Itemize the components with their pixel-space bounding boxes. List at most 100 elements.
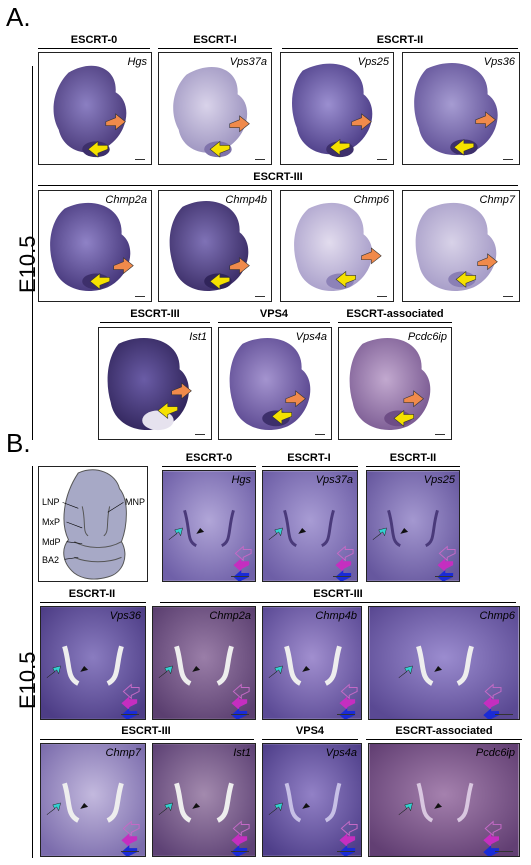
gene-label: Vps4a	[325, 747, 357, 759]
group-label: ESCRT-III	[313, 588, 363, 600]
panel-b-axis-line	[32, 466, 33, 858]
scale-bar	[195, 433, 205, 435]
scale-bar	[121, 713, 139, 715]
group-label: ESCRT-III	[253, 171, 303, 183]
gene-label: Chmp6	[353, 194, 389, 206]
group-underline	[38, 48, 150, 49]
embryo-image-chmp2a: Chmp2a	[38, 190, 152, 302]
face-image-hgs: Hgs	[162, 470, 256, 582]
group-label: ESCRT-associated	[346, 308, 444, 320]
group-underline	[282, 48, 518, 49]
gene-label: Pcdc6ip	[475, 747, 515, 759]
group-underline	[366, 466, 460, 467]
anatomy-label: BA2	[42, 555, 60, 565]
group-underline	[366, 739, 522, 740]
group-label: ESCRT-II	[389, 452, 437, 464]
group-underline	[162, 466, 256, 467]
face-image-vps37a: Vps37a	[262, 470, 358, 582]
gene-label: Chmp2a	[105, 194, 147, 206]
gene-label: Ist1	[233, 747, 251, 759]
face-image-chmp7: Chmp7	[40, 743, 146, 857]
embryo-image-hgs: Hgs	[38, 52, 152, 165]
scale-bar	[503, 295, 513, 297]
group-label: ESCRT-II	[68, 588, 116, 600]
gene-label: Vps4a	[295, 331, 327, 343]
group-label: ESCRT-III	[121, 725, 171, 737]
face-image-pcdc6ip: Pcdc6ip	[368, 743, 520, 857]
embryo-image-vps37a: Vps37a	[158, 52, 272, 165]
scale-bar	[231, 850, 249, 852]
scale-bar	[377, 295, 387, 297]
embryo-image-chmp6: Chmp6	[280, 190, 394, 302]
anatomy-label: MdP	[42, 537, 61, 547]
group-underline	[262, 466, 358, 467]
scale-bar	[337, 713, 355, 715]
group-underline	[40, 602, 146, 603]
gene-label: Chmp7	[105, 747, 141, 759]
face-image-chmp4b: Chmp4b	[262, 606, 362, 720]
group-label: ESCRT-I	[193, 34, 237, 46]
embryo-image-chmp4b: Chmp4b	[158, 190, 272, 302]
face-image-ist1: Ist1	[152, 743, 256, 857]
scale-bar	[231, 575, 249, 577]
gene-label: Vps36	[109, 610, 141, 622]
gene-label: Vps25	[357, 56, 389, 68]
scale-bar	[135, 295, 145, 297]
scale-bar	[435, 575, 453, 577]
gene-label: Chmp2a	[209, 610, 251, 622]
gene-label: Chmp4b	[315, 610, 357, 622]
gene-label: Chmp6	[479, 610, 515, 622]
scale-bar	[377, 158, 387, 160]
face-image-vps36: Vps36	[40, 606, 146, 720]
face-image-chmp6: Chmp6	[368, 606, 520, 720]
embryo-image-vps4a: Vps4a	[218, 327, 332, 440]
scale-bar	[255, 158, 265, 160]
group-underline	[100, 322, 210, 323]
group-underline	[338, 322, 452, 323]
embryo-image-vps25: Vps25	[280, 52, 394, 165]
group-label: ESCRT-III	[130, 308, 180, 320]
group-label: VPS4	[295, 725, 325, 737]
scale-bar	[135, 158, 145, 160]
panel-b-age-label: E10.5	[15, 651, 40, 710]
gene-label: Chmp7	[479, 194, 515, 206]
scale-bar	[333, 575, 351, 577]
gene-label: Hgs	[127, 56, 147, 68]
group-label: ESCRT-I	[287, 452, 331, 464]
group-underline	[218, 322, 330, 323]
group-underline	[158, 48, 272, 49]
face-image-vps4a: Vps4a	[262, 743, 362, 857]
scale-bar	[231, 713, 249, 715]
panel-b-label: B.	[6, 428, 31, 458]
panel-a-axis-line	[32, 66, 33, 440]
anatomy-label: MNP	[125, 497, 145, 507]
scale-bar	[495, 850, 513, 852]
embryo-image-chmp7: Chmp7	[402, 190, 520, 302]
scale-bar	[121, 850, 139, 852]
gene-label: Chmp4b	[225, 194, 267, 206]
gene-label: Pcdc6ip	[407, 331, 447, 343]
group-underline	[38, 185, 518, 186]
group-label: ESCRT-II	[376, 34, 424, 46]
gene-label: Vps37a	[315, 474, 353, 486]
scale-bar	[435, 433, 445, 435]
gene-label: Vps25	[423, 474, 455, 486]
gene-label: Ist1	[189, 331, 207, 343]
face-schematic: LNP MNP MxP MdP BA2	[38, 466, 148, 582]
group-label: ESCRT-0	[70, 34, 118, 46]
face-image-chmp2a: Chmp2a	[152, 606, 256, 720]
group-underline	[262, 739, 358, 740]
scale-bar	[255, 295, 265, 297]
embryo-image-ist1: Ist1	[98, 327, 212, 440]
scale-bar	[337, 850, 355, 852]
gene-label: Hgs	[231, 474, 251, 486]
gene-label: Vps36	[483, 56, 515, 68]
embryo-image-pcdc6ip: Pcdc6ip	[338, 327, 452, 440]
group-underline	[40, 739, 254, 740]
anatomy-label: LNP	[42, 497, 60, 507]
scale-bar	[495, 713, 513, 715]
group-label: ESCRT-associated	[395, 725, 493, 737]
scale-bar	[503, 158, 513, 160]
scale-bar	[315, 433, 325, 435]
group-label: ESCRT-0	[185, 452, 233, 464]
